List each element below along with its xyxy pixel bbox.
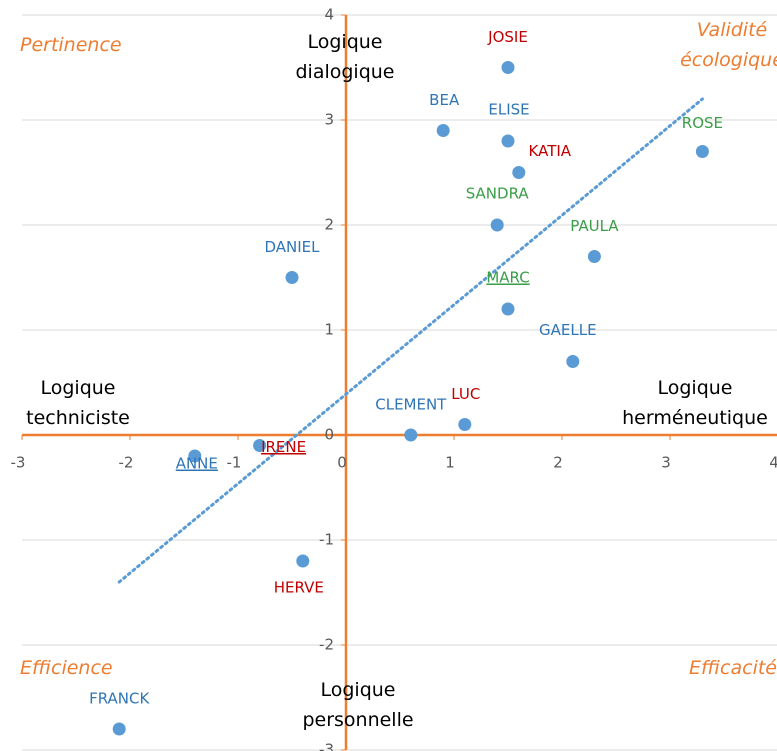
axis-label-left: Logique techniciste — [26, 377, 130, 429]
y-tick-label: 2 — [324, 216, 334, 234]
point-label: ELISE — [488, 101, 529, 119]
point — [458, 418, 472, 431]
x-tick-label: 2 — [553, 454, 563, 472]
point-label: JOSIE — [487, 28, 528, 46]
axis-label-left-line: Logique — [40, 377, 115, 399]
point-label: ROSE — [682, 114, 723, 132]
quadrant-label: Efficacité — [689, 657, 777, 679]
quadrant-label-line: écologique — [680, 49, 777, 71]
y-tick-label: -2 — [319, 636, 334, 654]
point — [566, 355, 580, 368]
axis-label-bottom-line: Logique — [320, 679, 395, 701]
point-label: MARC — [486, 269, 529, 287]
x-tick-label: -2 — [119, 454, 134, 472]
point — [436, 124, 450, 137]
axis-label-left-line: techniciste — [26, 407, 130, 429]
point — [501, 134, 515, 148]
axis-label-bottom-line: personnelle — [302, 709, 413, 731]
axis-label-right-line: herméneutique — [622, 407, 768, 429]
x-tick-label: 0 — [337, 454, 347, 472]
x-tick-label: 1 — [445, 454, 455, 472]
point — [587, 250, 601, 263]
y-tick-label: -1 — [319, 531, 334, 549]
quadrant-label: Efficience — [20, 657, 113, 679]
axis-label-top-line: Logique — [307, 31, 382, 53]
point — [501, 302, 515, 316]
point-label: IRENE — [261, 438, 306, 456]
point — [112, 722, 126, 736]
point-label: KATIA — [529, 142, 572, 160]
point — [490, 218, 504, 232]
axis-label-top: Logique dialogique — [295, 31, 394, 83]
y-tick-label: 4 — [324, 6, 334, 24]
point-label: LUC — [451, 385, 480, 403]
quadrant-label-line: Efficacité — [689, 657, 777, 679]
point-label: SANDRA — [466, 185, 530, 203]
point — [695, 145, 709, 158]
axis-label-bottom: Logique personnelle — [302, 679, 413, 731]
point-label: HERVE — [274, 579, 324, 597]
point-label: DANIEL — [264, 238, 320, 256]
point — [285, 271, 299, 284]
point-label: GAELLE — [539, 321, 597, 339]
point-label: BEA — [429, 91, 460, 109]
quadrant-label-line: Efficience — [20, 657, 113, 679]
x-tick-label: -3 — [11, 454, 26, 472]
point — [188, 449, 202, 463]
point — [404, 428, 418, 442]
trendline — [117, 97, 704, 584]
y-tick-label: 0 — [324, 426, 334, 444]
y-tick-label: -3 — [319, 741, 334, 751]
point-label: FRANCK — [89, 690, 150, 708]
point — [253, 439, 267, 452]
quadrant-label-line: Pertinence — [20, 34, 122, 56]
point — [296, 554, 310, 568]
quadrant-label: Pertinence — [20, 34, 122, 56]
quadrant-label: Validité écologique — [680, 19, 777, 71]
axis-label-right-line: Logique — [657, 377, 732, 399]
x-tick-label: 4 — [769, 454, 777, 472]
quadrant-label-line: Validité — [697, 19, 767, 41]
axis-label-right: Logique herméneutique — [622, 377, 768, 429]
x-tick-label: -1 — [227, 454, 242, 472]
point-label: CLEMENT — [375, 396, 447, 414]
y-tick-label: 1 — [324, 321, 334, 339]
point-label: ANNE — [176, 455, 218, 473]
x-tick-label: 3 — [661, 454, 671, 472]
point — [512, 166, 526, 179]
axis-label-top-line: dialogique — [295, 61, 394, 83]
y-tick-label: 3 — [324, 111, 334, 129]
point-label: PAULA — [570, 217, 619, 235]
point — [501, 61, 515, 74]
